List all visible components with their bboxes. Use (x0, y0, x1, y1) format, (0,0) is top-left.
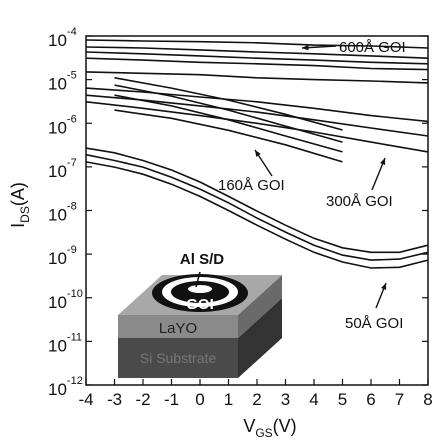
series-line (86, 58, 428, 69)
annotation-arrowhead (255, 150, 261, 157)
y-tick-base: 10 (48, 75, 67, 94)
y-tick-base: 10 (48, 206, 67, 225)
y-tick-base: 10 (48, 249, 67, 268)
y-tick-base: 10 (48, 162, 67, 181)
substrate-label: Si Substrate (140, 350, 216, 366)
series-line (115, 95, 343, 152)
inset-device: Al S/D GOI LaYO Si Substrate (118, 251, 282, 378)
y-tick-label: 10-8 (48, 201, 77, 225)
annotation-arrowhead (302, 45, 309, 50)
y-tick-label: 10-7 (48, 157, 77, 181)
annotation-label: 50Å GOI (345, 315, 403, 332)
x-tick-label: 8 (423, 390, 432, 409)
y-tick-exponent: -10 (67, 288, 83, 300)
goi-label: GOI (186, 296, 214, 313)
series-line (86, 88, 428, 121)
chart: Al S/D GOI LaYO Si Substrate VGS(V) IDS(… (0, 0, 432, 442)
y-tick-exponent: -9 (67, 244, 77, 256)
y-tick-base: 10 (48, 336, 67, 355)
x-tick-label: 6 (366, 390, 375, 409)
x-tick-label: -4 (78, 390, 93, 409)
y-tick-base: 10 (48, 293, 67, 312)
x-tick-label: -1 (164, 390, 179, 409)
x-tick-label: 7 (395, 390, 404, 409)
annotation-label: 600Å GOI (339, 39, 406, 56)
annotation-label: 300Å GOI (326, 193, 393, 210)
y-tick-base: 10 (48, 380, 67, 399)
y-tick-base: 10 (48, 31, 67, 50)
x-tick-label: 4 (309, 390, 318, 409)
x-tick-label: -3 (107, 390, 122, 409)
y-tick-label: 10-6 (48, 113, 77, 137)
y-tick-exponent: -11 (67, 331, 82, 343)
y-label-sub: DS (18, 206, 32, 223)
y-tick-exponent: -5 (67, 70, 77, 82)
y-tick-exponent: -7 (67, 157, 77, 169)
y-tick-label: 10-9 (48, 244, 77, 268)
annotation-arrowhead (380, 158, 385, 165)
y-tick-exponent: -8 (67, 201, 77, 213)
y-tick-label: 10-10 (48, 288, 83, 312)
series-line (115, 85, 343, 142)
y-label-unit: (A) (8, 182, 28, 206)
series-line (115, 78, 343, 130)
series-line (115, 110, 343, 162)
x-label-unit: (V) (273, 416, 297, 436)
y-tick-exponent: -4 (67, 26, 77, 38)
x-tick-label: 0 (195, 390, 204, 409)
annotation-arrowhead (381, 283, 386, 290)
x-tick-label: -2 (135, 390, 150, 409)
y-tick-base: 10 (48, 118, 67, 137)
y-tick-label: 10-11 (48, 331, 82, 355)
x-label-sub: GS (255, 426, 272, 440)
y-tick-exponent: -12 (67, 375, 83, 387)
x-tick-label: 2 (252, 390, 261, 409)
y-tick-label: 10-5 (48, 70, 77, 94)
x-tick-label: 3 (281, 390, 290, 409)
y-tick-exponent: -6 (67, 113, 77, 125)
x-label-main: V (243, 416, 255, 436)
series-line (86, 102, 428, 152)
x-axis-label: VGS(V) (243, 416, 296, 440)
contact-label: Al S/D (180, 251, 224, 268)
center-contact (188, 285, 212, 293)
x-tick-label: 1 (224, 390, 233, 409)
layo-label: LaYO (159, 320, 197, 337)
y-tick-label: 10-4 (48, 26, 77, 50)
annotation-label: 160Å GOI (218, 177, 285, 194)
x-tick-label: 5 (338, 390, 347, 409)
y-axis-label: IDS(A) (8, 182, 32, 228)
